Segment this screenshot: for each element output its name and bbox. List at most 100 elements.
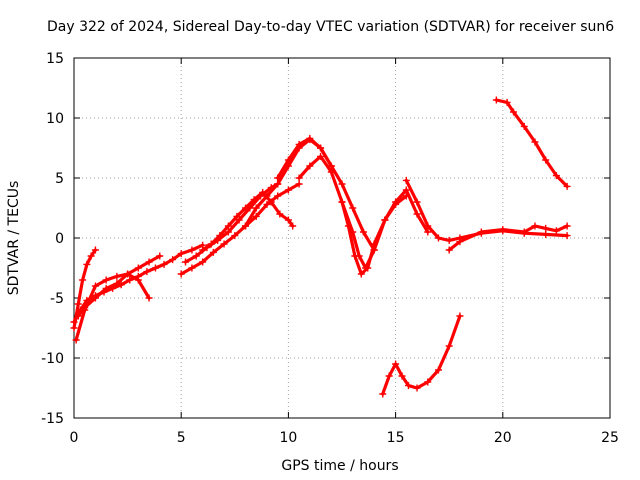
data-point <box>402 186 410 194</box>
data-point <box>91 246 99 254</box>
data-point <box>424 222 432 230</box>
data-point <box>199 246 207 254</box>
data-point <box>404 382 412 390</box>
x-axis: 0 5 10 15 20 25 <box>70 58 619 446</box>
data-point <box>542 224 550 232</box>
data-point <box>87 252 95 260</box>
y-tick-label: 0 <box>55 231 64 247</box>
data-point <box>542 156 550 164</box>
series-arc-a4 <box>74 252 164 320</box>
data-point <box>359 228 367 236</box>
data-point <box>445 236 453 244</box>
data-point <box>552 227 560 235</box>
data-point <box>102 276 110 284</box>
data-point <box>563 232 571 240</box>
data-point <box>274 180 282 188</box>
data-point <box>531 138 539 146</box>
data-point <box>370 240 378 248</box>
data-point <box>224 222 232 230</box>
data-point <box>477 228 485 236</box>
x-tick-label: 20 <box>494 430 512 446</box>
data-point <box>510 108 518 116</box>
data-point <box>113 272 121 280</box>
x-axis-label: GPS time / hours <box>281 458 398 474</box>
data-point <box>209 248 217 256</box>
data-point <box>156 252 164 260</box>
data-point <box>134 264 142 272</box>
data-point <box>134 276 142 284</box>
data-point <box>188 246 196 254</box>
data-point <box>74 312 82 320</box>
data-point <box>424 228 432 236</box>
x-tick-label: 15 <box>387 430 405 446</box>
data-point <box>295 174 303 182</box>
y-tick-label: -10 <box>41 351 64 367</box>
data-point <box>338 180 346 188</box>
x-tick-label: 5 <box>177 430 186 446</box>
data-point <box>492 96 500 104</box>
series-line <box>179 182 301 276</box>
series-line <box>494 98 569 188</box>
data-point <box>445 342 453 350</box>
series-arc-b5 <box>274 134 378 254</box>
y-tick-label: 5 <box>55 171 64 187</box>
data-point <box>207 240 215 248</box>
series-arc-b1 <box>177 180 303 278</box>
data-point <box>364 264 372 272</box>
data-point <box>349 204 357 212</box>
data-point <box>263 200 271 208</box>
y-tick-label: -5 <box>50 291 64 307</box>
series-arc-b6 <box>295 152 410 272</box>
data-point <box>199 258 207 266</box>
data-point <box>531 222 539 230</box>
grid-lines <box>74 58 610 418</box>
data-point <box>70 324 78 332</box>
data-point <box>520 228 528 236</box>
data-point <box>143 268 151 276</box>
data-point <box>83 260 91 268</box>
data-point <box>117 281 125 289</box>
data-point <box>231 232 239 240</box>
data-point <box>276 210 284 218</box>
data-point <box>74 300 82 308</box>
data-point <box>102 284 110 292</box>
data-point <box>274 174 282 182</box>
data-point <box>177 270 185 278</box>
data-point <box>317 144 325 152</box>
series-arc-b7 <box>338 186 432 278</box>
data-point <box>126 276 134 284</box>
y-tick-label: -15 <box>41 411 64 427</box>
data-point <box>413 210 421 218</box>
data-point <box>216 232 224 240</box>
data-point <box>413 198 421 206</box>
series-group <box>70 96 571 398</box>
x-tick-label: 10 <box>279 430 297 446</box>
data-point <box>72 336 80 344</box>
data-point <box>242 204 250 212</box>
data-point <box>542 230 550 238</box>
y-tick-label: 10 <box>46 111 64 127</box>
data-point <box>424 378 432 386</box>
data-point <box>552 172 560 180</box>
data-point <box>434 234 442 242</box>
data-point <box>445 246 453 254</box>
data-point <box>81 304 89 312</box>
data-point <box>295 180 303 188</box>
series-line <box>381 314 462 396</box>
data-point <box>351 252 359 260</box>
data-point <box>79 276 87 284</box>
y-axis: -15 -10 -5 0 5 10 15 <box>41 51 610 427</box>
data-point <box>357 270 365 278</box>
data-point <box>402 176 410 184</box>
data-point <box>284 216 292 224</box>
series-line <box>72 248 98 330</box>
data-point <box>70 318 78 326</box>
data-point <box>563 222 571 230</box>
data-point <box>263 192 271 200</box>
data-point <box>306 162 314 170</box>
data-point <box>151 264 159 272</box>
data-point <box>145 258 153 266</box>
series-arc-a1 <box>70 246 99 332</box>
data-point <box>295 140 303 148</box>
data-point <box>456 238 464 246</box>
